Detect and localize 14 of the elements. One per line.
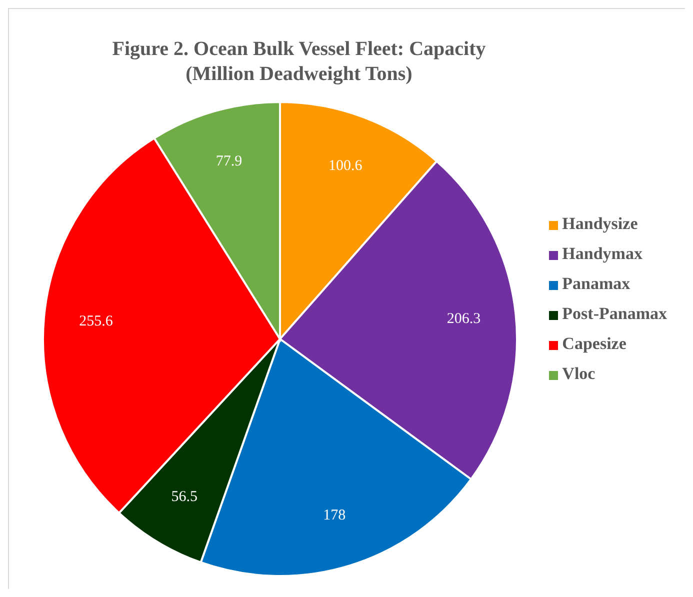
data-label: 206.3 <box>446 311 481 328</box>
data-label: 100.6 <box>328 158 363 174</box>
legend-label: Capesize <box>562 334 626 353</box>
legend-label: Panamax <box>562 274 630 293</box>
chart-subtitle: (Million Deadweight Tons) <box>184 62 414 87</box>
legend-label: Handymax <box>562 244 642 263</box>
legend-label: Post-Panamax <box>562 304 667 323</box>
data-label: 255.6 <box>79 314 114 330</box>
data-label: 56.5 <box>171 489 198 506</box>
chart-title: Figure 2. Ocean Bulk Vessel Fleet: Capacity <box>111 37 487 62</box>
legend-label: Handysize <box>562 214 638 233</box>
data-label: 178 <box>323 508 346 524</box>
legend-label: Vloc <box>562 364 596 383</box>
data-label: 77.9 <box>216 153 242 170</box>
